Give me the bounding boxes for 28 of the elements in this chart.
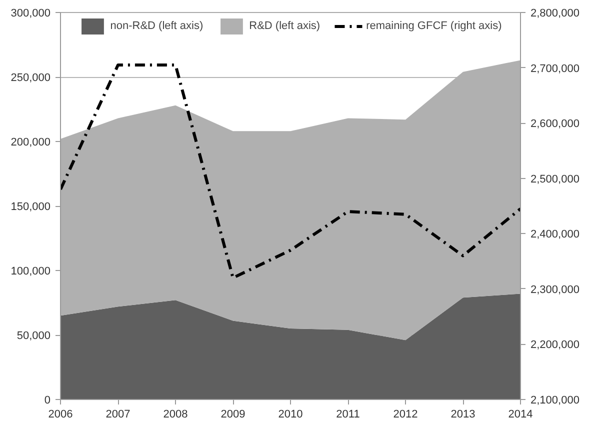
legend-label: non-R&D (left axis) [110, 20, 204, 32]
y2-tick-label: 2,500,000 [530, 173, 580, 186]
y2-tick-label: 2,700,000 [530, 62, 580, 75]
x-tick-label: 2010 [278, 408, 303, 420]
x-tick-label: 2008 [163, 408, 188, 420]
y2-tick-label: 2,300,000 [530, 284, 580, 296]
y-tick-label: 150,000 [10, 201, 51, 213]
x-tick-label: 2013 [450, 408, 476, 420]
y-tick-label: 100,000 [10, 266, 51, 278]
legend-label: remaining GFCF (right axis) [366, 20, 502, 32]
y-tick-label: 200,000 [10, 136, 51, 148]
y2-tick-label: 2,800,000 [530, 8, 580, 20]
y-tick-label: 250,000 [10, 72, 51, 84]
y-tick-label: 0 [44, 394, 51, 406]
x-tick-label: 2009 [220, 408, 246, 420]
y2-tick-label: 2,600,000 [530, 118, 580, 130]
x-tick-label: 2006 [48, 408, 73, 420]
x-tick-label: 2011 [336, 408, 360, 420]
y2-tick-label: 2,100,000 [530, 394, 580, 406]
y-tick-label: 50,000 [16, 330, 51, 342]
x-tick-label: 2014 [508, 408, 533, 420]
x-tick-label: 2007 [106, 408, 130, 420]
line-series [60, 64, 520, 280]
y2-tick-label: 2,200,000 [530, 339, 580, 352]
x-tick-label: 2012 [393, 408, 418, 420]
legend-label: R&D (left axis) [249, 20, 320, 32]
y2-tick-label: 2,400,000 [530, 228, 580, 241]
y-tick-label: 300,000 [10, 8, 51, 20]
